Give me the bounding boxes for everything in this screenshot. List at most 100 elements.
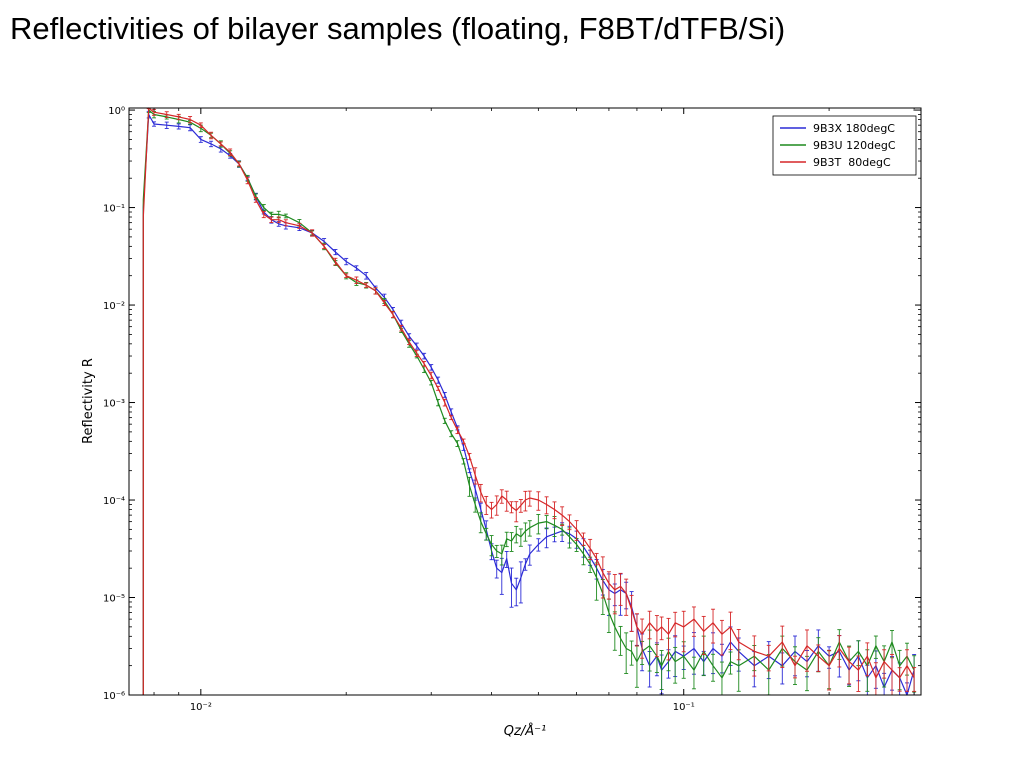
data-point-1-44 <box>504 531 509 548</box>
x-tick-label-0: 10⁻² <box>190 702 212 713</box>
data-point-0-37 <box>467 468 472 474</box>
data-point-1-73 <box>691 656 696 690</box>
data-point-1-31 <box>429 380 434 386</box>
data-point-0-3 <box>164 121 169 129</box>
data-point-1-51 <box>544 515 549 530</box>
data-point-0-45 <box>509 567 514 608</box>
data-point-1-46 <box>514 525 519 544</box>
data-point-1-40 <box>484 527 489 541</box>
data-point-2-30 <box>422 360 427 367</box>
data-point-2-25 <box>382 300 387 307</box>
data-point-2-50 <box>536 491 541 511</box>
data-point-0-50 <box>536 538 541 552</box>
data-point-2-19 <box>322 243 327 250</box>
data-point-2-9 <box>228 148 233 157</box>
data-point-2-83 <box>804 629 809 672</box>
data-point-2-68 <box>654 615 659 658</box>
data-point-0-22 <box>354 265 359 271</box>
data-point-2-78 <box>736 629 741 661</box>
data-point-1-63 <box>624 632 629 674</box>
data-point-2-49 <box>527 490 532 507</box>
legend-label-green: 9B3U 120degC <box>813 139 896 152</box>
data-point-2-95 <box>912 667 917 692</box>
data-point-2-18 <box>310 229 315 237</box>
data-point-0-32 <box>436 376 441 384</box>
data-point-2-66 <box>640 618 645 659</box>
data-point-2-60 <box>606 571 611 600</box>
data-point-0-47 <box>518 561 523 604</box>
data-point-2-59 <box>600 556 605 599</box>
data-point-2-89 <box>865 642 870 677</box>
data-point-2-13 <box>261 211 266 219</box>
data-point-2-51 <box>544 496 549 515</box>
data-point-0-30 <box>422 352 427 360</box>
data-point-2-35 <box>455 426 460 435</box>
data-point-1-16 <box>283 213 288 219</box>
data-point-2-54 <box>567 514 572 531</box>
series-layer <box>142 107 917 696</box>
data-point-2-81 <box>780 625 785 669</box>
data-point-0-44 <box>504 551 509 568</box>
data-point-2-55 <box>574 520 579 541</box>
data-point-2-21 <box>344 273 349 278</box>
data-point-1-69 <box>659 650 664 690</box>
x-axis-label: Qz/Å⁻¹ <box>504 723 546 739</box>
page-title: Reflectivities of bilayer samples (float… <box>10 11 786 46</box>
data-point-2-38 <box>473 467 478 485</box>
data-point-2-14 <box>269 216 274 223</box>
data-point-2-93 <box>897 667 902 692</box>
data-point-1-71 <box>673 646 678 684</box>
data-point-2-22 <box>354 276 359 285</box>
data-point-2-46 <box>514 501 519 523</box>
data-point-2-44 <box>504 490 509 512</box>
data-point-2-16 <box>283 219 288 227</box>
y-tick-label-4: 10⁻⁴ <box>103 496 125 507</box>
data-point-2-85 <box>827 649 832 691</box>
data-point-2-39 <box>478 483 483 503</box>
data-point-2-63 <box>624 578 629 616</box>
data-point-2-15 <box>276 216 281 224</box>
data-point-1-38 <box>473 497 478 513</box>
data-point-2-58 <box>594 552 599 566</box>
data-point-2-6 <box>198 122 203 129</box>
data-point-2-34 <box>449 415 454 421</box>
data-point-1-35 <box>455 440 460 447</box>
data-point-2-94 <box>905 649 910 692</box>
data-point-2-69 <box>659 616 664 641</box>
data-point-2-64 <box>629 594 634 632</box>
x-tick-label-1: 10⁻¹ <box>673 702 695 713</box>
data-point-1-33 <box>442 417 447 424</box>
data-point-1-90 <box>873 635 878 659</box>
data-point-1-41 <box>489 535 494 557</box>
y-tick-label-5: 10⁻⁵ <box>103 594 125 605</box>
data-point-0-49 <box>527 544 532 566</box>
data-point-2-29 <box>414 349 419 357</box>
data-point-0-33 <box>442 391 447 398</box>
data-point-2-80 <box>766 644 771 672</box>
data-point-2-31 <box>429 371 434 380</box>
data-point-2-41 <box>489 501 494 519</box>
data-point-2-57 <box>588 538 593 560</box>
data-point-2-74 <box>701 615 706 656</box>
legend-label-blue: 9B3X 180degC <box>813 122 895 135</box>
data-point-2-20 <box>333 257 338 266</box>
data-point-2-82 <box>793 655 798 679</box>
data-point-2-84 <box>816 644 821 673</box>
data-point-1-45 <box>509 532 514 552</box>
data-point-0-4 <box>176 123 181 130</box>
y-tick-label-6: 10⁻⁶ <box>103 691 125 702</box>
data-point-2-52 <box>552 501 557 520</box>
data-point-2-86 <box>837 635 842 668</box>
data-point-2-12 <box>253 197 258 203</box>
data-point-2-4 <box>176 113 181 121</box>
data-point-2-45 <box>509 501 514 514</box>
data-point-1-49 <box>527 520 532 537</box>
data-point-0-20 <box>333 249 338 256</box>
data-point-2-36 <box>461 438 466 445</box>
data-point-2-56 <box>581 532 586 546</box>
data-point-1-64 <box>629 640 634 666</box>
data-point-2-43 <box>499 489 504 504</box>
data-point-1-42 <box>494 544 499 558</box>
data-point-2-77 <box>728 611 733 651</box>
data-point-0-7 <box>209 140 214 148</box>
